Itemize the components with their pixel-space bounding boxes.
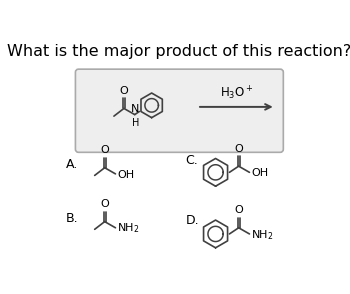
Text: N: N <box>131 104 140 114</box>
Text: OH: OH <box>251 168 268 178</box>
FancyBboxPatch shape <box>75 69 284 152</box>
Text: What is the major product of this reaction?: What is the major product of this reacti… <box>7 44 350 59</box>
Text: O: O <box>120 86 128 96</box>
Text: NH$_2$: NH$_2$ <box>251 228 274 242</box>
Text: A.: A. <box>66 158 78 171</box>
Text: B.: B. <box>66 212 79 225</box>
Text: O: O <box>234 206 243 216</box>
Text: NH$_2$: NH$_2$ <box>117 222 140 235</box>
Text: OH: OH <box>118 170 135 180</box>
Text: O: O <box>100 145 109 155</box>
Text: H$_3$O$^+$: H$_3$O$^+$ <box>219 85 253 102</box>
Text: C.: C. <box>186 154 198 167</box>
Text: H: H <box>132 118 139 128</box>
Text: O: O <box>234 144 243 154</box>
Text: O: O <box>100 198 109 208</box>
Text: D.: D. <box>186 213 199 227</box>
